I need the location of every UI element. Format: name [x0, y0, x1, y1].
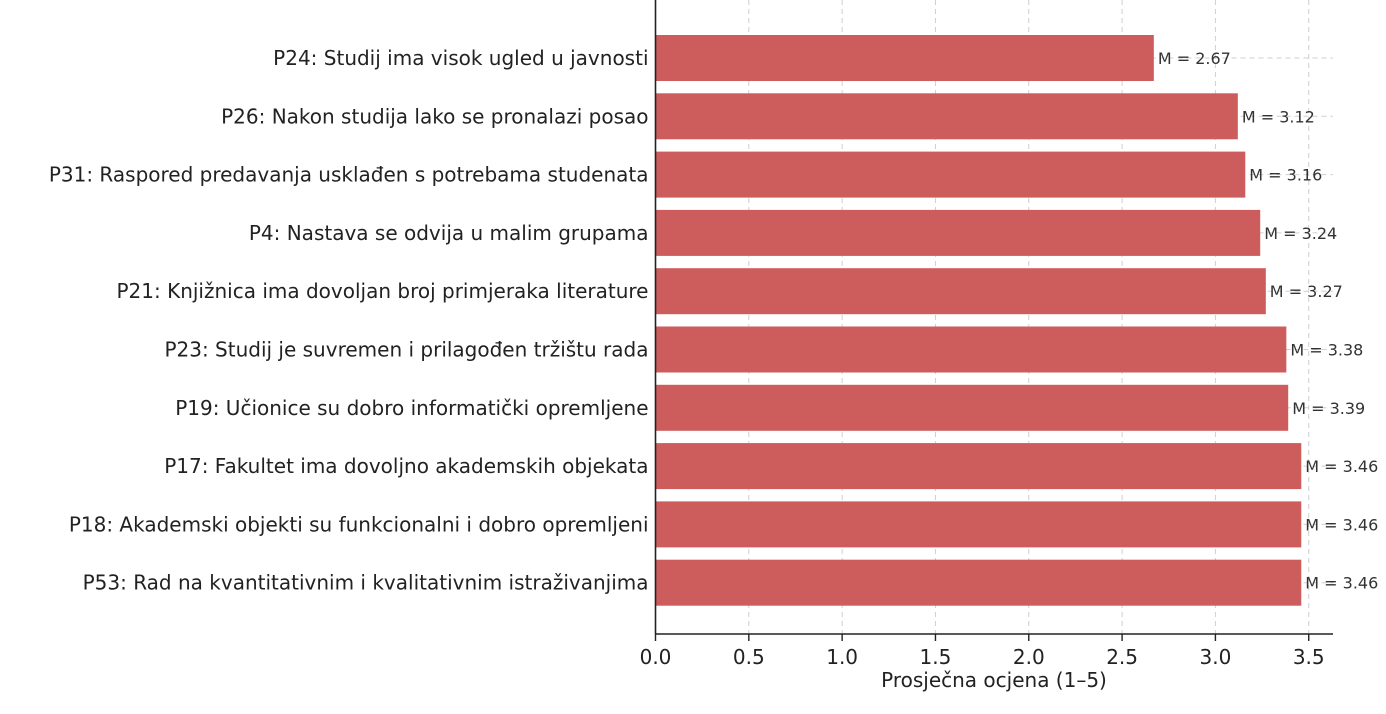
x-tick-label: 0.0: [640, 645, 672, 669]
x-ticks-layer: 0.0 0.5 1.0 1.5 2.0 2.5 3.0 3.5: [640, 634, 1325, 669]
category-label: P31: Raspored predavanja usklađen s potr…: [49, 163, 649, 187]
category-label: P19: Učionice su dobro informatički opre…: [175, 396, 648, 420]
category-label: P23: Studij je suvremen i prilagođen trž…: [164, 338, 648, 362]
category-label: P26: Nakon studija lako se pronalazi pos…: [221, 104, 648, 128]
x-tick-label: 1.5: [920, 645, 952, 669]
bar-value-label: M = 3.12: [1242, 107, 1315, 126]
x-tick-label: 0.5: [733, 645, 765, 669]
x-tick-label: 1.0: [826, 645, 858, 669]
bar: [655, 93, 1238, 140]
bar-value-label: M = 3.46: [1305, 515, 1378, 534]
bar-value-label: M = 2.67: [1158, 49, 1231, 68]
bar-value-label: M = 3.24: [1264, 224, 1337, 243]
category-label: P21: Knjižnica ima dovoljan broj primjer…: [116, 279, 648, 303]
bar: [655, 559, 1302, 606]
category-label: P53: Rad na kvantitativnim i kvalitativn…: [83, 571, 649, 595]
x-tick-label: 2.0: [1013, 645, 1045, 669]
category-labels-layer: P24: Studij ima visok ugled u javnosti P2…: [49, 46, 649, 595]
bar-value-label: M = 3.46: [1305, 457, 1378, 476]
data-labels-layer: M = 2.67 M = 3.12 M = 3.16 M = 3.24 M = 3.27…: [1158, 49, 1378, 593]
x-tick-label: 3.0: [1200, 645, 1232, 669]
bar: [655, 384, 1289, 431]
bar: [655, 326, 1287, 373]
category-label: P18: Akademski objekti su funkcionalni i…: [69, 512, 649, 536]
category-label: P24: Studij ima visok ugled u javnosti: [273, 46, 648, 70]
bar: [655, 209, 1261, 256]
x-tick-label: 2.5: [1106, 645, 1138, 669]
bar-value-label: M = 3.39: [1292, 399, 1365, 418]
bar: [655, 268, 1266, 315]
bars-layer: [655, 35, 1302, 606]
axes-layer: [654, 0, 1333, 635]
category-label: P17: Fakultet ima dovoljno akademskih ob…: [164, 454, 648, 478]
bar-value-label: M = 3.27: [1270, 282, 1343, 301]
bar-value-label: M = 3.16: [1249, 166, 1322, 185]
bar-value-label: M = 3.38: [1290, 341, 1363, 360]
bar-value-label: M = 3.46: [1305, 574, 1378, 593]
bar: [655, 443, 1302, 490]
bar: [655, 151, 1246, 198]
category-label: P4: Nastava se odvija u malim grupama: [249, 221, 649, 245]
x-axis-title: Prosječna ocjena (1–5): [881, 668, 1107, 692]
x-tick-label: 3.5: [1293, 645, 1325, 669]
bar: [655, 35, 1154, 81]
bar: [655, 501, 1302, 548]
